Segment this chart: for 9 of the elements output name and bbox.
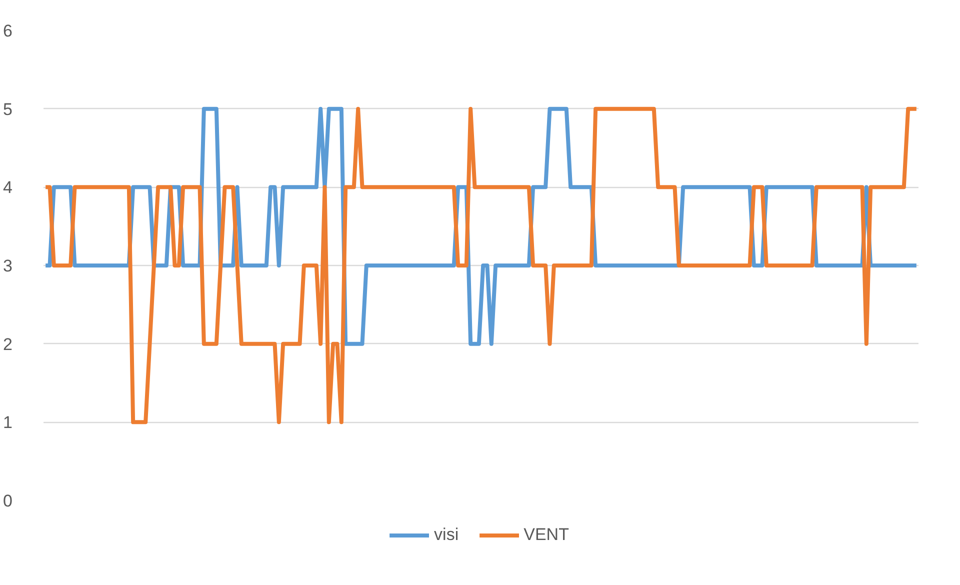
y-tick-label: 4: [3, 178, 13, 198]
y-tick-label: 6: [3, 22, 13, 40]
y-tick-label: 2: [3, 334, 13, 354]
y-tick-label: 1: [3, 413, 13, 432]
y-tick-label: 5: [3, 100, 13, 119]
legend-label: visi: [434, 525, 459, 545]
legend-label: VENT: [524, 525, 569, 545]
y-tick-label: 3: [3, 256, 13, 276]
y-tick-label: 0: [3, 492, 13, 510]
